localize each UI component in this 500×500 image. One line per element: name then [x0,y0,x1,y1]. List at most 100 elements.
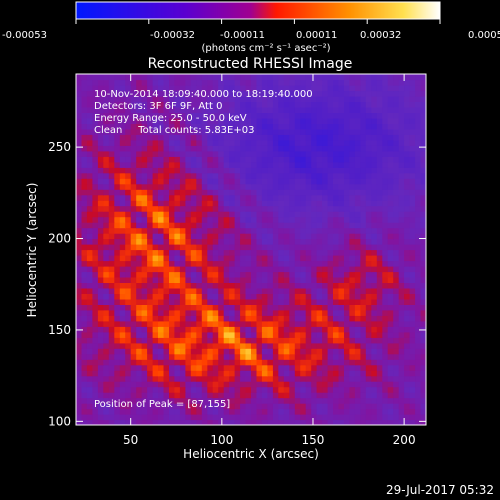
heatmap-cell [387,392,394,399]
heatmap-cell [196,260,203,267]
heatmap-cell [92,106,99,113]
heatmap-cell [240,156,247,163]
heatmap-cell [415,244,422,251]
heatmap-cell [174,419,181,425]
heatmap-cell [322,386,329,393]
heatmap-cell [97,194,104,201]
heatmap-cell [174,85,181,92]
heatmap-cell [169,331,176,338]
heatmap-cell [158,95,165,102]
heatmap-cell [103,392,110,399]
heatmap-cell [223,238,230,245]
heatmap-cell [272,370,279,377]
heatmap-cell [311,227,318,234]
heatmap-cell [376,112,383,119]
heatmap-cell [344,353,351,360]
heatmap-cell [136,282,143,289]
heatmap-cell [163,359,170,366]
heatmap-cell [245,134,252,141]
heatmap-cell [218,408,225,415]
heatmap-cell [174,386,181,393]
heatmap-cell [201,139,208,146]
heatmap-cell [190,244,197,251]
heatmap-cell [294,101,301,108]
heatmap-cell [196,194,203,201]
heatmap-cell [344,117,351,124]
heatmap-cell [86,364,93,371]
heatmap-cell [300,85,307,92]
heatmap-cell [190,79,197,86]
heatmap-cell [278,414,285,421]
heatmap-cell [190,123,197,130]
heatmap-cell [305,74,312,81]
heatmap-cell [365,381,372,388]
heatmap-cell [294,178,301,185]
heatmap-cell [415,293,422,300]
heatmap-cell [169,117,176,124]
heatmap-cell [360,342,367,349]
heatmap-cell [86,200,93,207]
heatmap-cell [207,342,214,349]
heatmap-cell [169,150,176,157]
heatmap-cell [158,255,165,262]
heatmap-cell [294,326,301,333]
heatmap-cell [338,85,345,92]
heatmap-cell [240,282,247,289]
heatmap-cell [169,342,176,349]
heatmap-cell [311,408,318,415]
heatmap-cell [97,233,104,240]
heatmap-cell [141,282,148,289]
heatmap-cell [234,287,241,294]
heatmap-cell [76,326,83,333]
heatmap-cell [141,233,148,240]
heatmap-cell [201,79,208,86]
heatmap-cell [76,342,83,349]
heatmap-cell [316,276,323,283]
heatmap-cell [92,348,99,355]
heatmap-cell [398,194,405,201]
heatmap-cell [125,101,132,108]
heatmap-cell [316,375,323,382]
heatmap-cell [207,353,214,360]
heatmap-cell [190,172,197,179]
heatmap-cell [316,106,323,113]
heatmap-cell [300,145,307,152]
heatmap-cell [147,304,154,311]
heatmap-cell [420,134,426,141]
heatmap-cell [179,414,186,421]
heatmap-cell [283,320,290,327]
heatmap-cell [196,266,203,273]
heatmap-cell [158,375,165,382]
heatmap-cell [387,249,394,256]
heatmap-cell [185,315,192,322]
heatmap-cell [409,381,416,388]
heatmap-cell [218,298,225,305]
heatmap-cell [86,85,93,92]
heatmap-cell [349,408,356,415]
heatmap-cell [223,205,230,212]
heatmap-cell [272,139,279,146]
heatmap-cell [223,403,230,410]
heatmap-cell [76,85,83,92]
heatmap-cell [81,123,88,130]
heatmap-cell [92,150,99,157]
heatmap-cell [92,74,99,81]
heatmap-cell [218,419,225,425]
heatmap-cell [141,337,148,344]
heatmap-cell [398,414,405,421]
heatmap-cell [272,326,279,333]
heatmap-cell [371,255,378,262]
heatmap-cell [371,342,378,349]
colorbar-unit-label: (photons cm⁻² s⁻¹ asec⁻²) [201,43,330,54]
heatmap-cell [349,150,356,157]
heatmap-cell [393,167,400,174]
heatmap-cell [316,320,323,327]
heatmap-cell [365,342,372,349]
heatmap-cell [158,249,165,256]
annotation-peak-position: Position of Peak = [87,155] [94,399,230,410]
heatmap-cell [212,315,219,322]
heatmap-cell [365,287,372,294]
heatmap-cell [179,315,186,322]
heatmap-cell [365,238,372,245]
heatmap-cell [387,304,394,311]
